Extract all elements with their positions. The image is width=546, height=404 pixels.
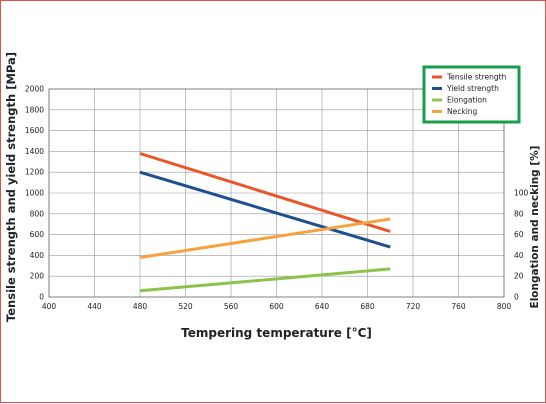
series-line-elongation [139,267,391,293]
series-line-necking [139,217,391,259]
y-left-tick-label: 1200 [25,168,44,177]
y-left-tick-label: 400 [30,251,45,260]
x-tick-label: 520 [178,302,193,311]
series-line-yield-strength [139,170,391,249]
x-tick-label: 600 [269,302,284,311]
legend: Tensile strength Yield strength Elongation… [422,65,521,124]
x-tick-label: 640 [315,302,330,311]
y-left-tick-label: 1000 [25,189,44,198]
x-tick-label: 760 [451,302,466,311]
y-left-tick-label: 800 [30,209,45,218]
right-y-axis-title: Elongation and necking [%] [529,146,541,309]
x-tick-label: 680 [360,302,375,311]
x-tick-label: 560 [224,302,239,311]
legend-label: Elongation [447,96,487,105]
legend-label: Tensile strength [446,73,507,82]
plot-border [48,88,505,298]
legend-label: Yield strength [446,84,499,93]
y-left-tick-label: 200 [30,272,45,281]
y-right-tick-label: 100 [514,189,529,198]
x-tick-label: 800 [497,302,512,311]
y-left-tick-label: 1800 [25,105,44,114]
x-tick-label: 440 [87,302,102,311]
x-tick-label: 480 [133,302,148,311]
x-axis-title: Tempering temperature [°C] [181,326,372,340]
series-line-tensile-strength [139,152,391,233]
y-right-tick-label: 0 [514,293,519,302]
left-y-axis-title: Tensile strength and yield strength [MPa… [4,52,18,322]
y-right-tick-label: 20 [514,272,524,281]
series-group [139,152,391,293]
y-left-tick-label: 1600 [25,126,44,135]
legend-label: Necking [447,107,478,116]
y-right-tick-label: 40 [514,251,524,260]
y-left-tick-label: 0 [39,293,44,302]
y-left-tick-label: 2000 [25,85,44,94]
y-left-tick-label: 1400 [25,147,44,156]
y-right-tick-label: 80 [514,209,524,218]
x-tick-label: 720 [406,302,421,311]
y-left-tick-label: 600 [30,230,45,239]
y-right-tick-label: 60 [514,230,524,239]
x-tick-label: 400 [42,302,57,311]
axes: 0200400600800100012001400160018002000400… [25,85,529,312]
